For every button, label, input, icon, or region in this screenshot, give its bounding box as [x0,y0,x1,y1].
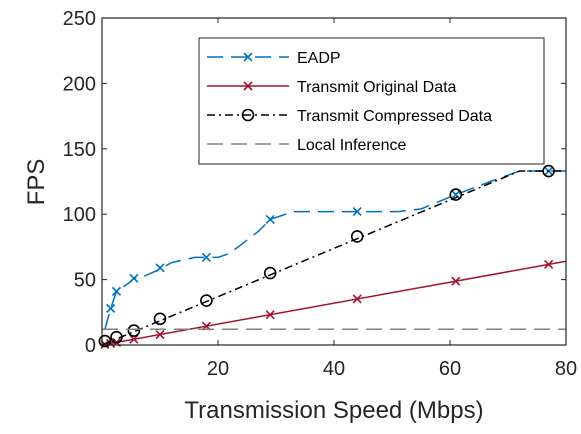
legend-item-eadp: EADP [207,50,341,67]
x-tick-label: 80 [555,358,577,380]
point-transmit-original-data [129,334,139,344]
series-transmit-original-data [100,259,567,350]
legend: EADP Transmit Original Data Transmit Compr… [198,37,545,165]
x-tick-label: 40 [323,358,345,380]
y-tick-label: 250 [63,8,96,30]
legend-label-transmit-original-data: Transmit Original Data [297,79,457,96]
point-transmit-original-data [265,310,275,320]
y-tick-label: 0 [85,335,96,357]
point-eadp [352,207,362,217]
legend-box [198,37,545,165]
point-transmit-original-data [155,329,165,340]
y-tick-label: 100 [63,204,96,226]
series-line-transmit-compressed-data [101,170,566,346]
point-eadp [265,214,275,224]
legend-label-local-inference: Local Inference [297,137,407,154]
point-eadp [106,303,116,313]
series-transmit-compressed-data [98,164,566,348]
legend-marker-transmit-compressed-data [241,108,255,122]
point-eadp [201,252,211,262]
y-tick-label: 150 [63,139,96,161]
point-transmit-compressed-data [153,312,167,326]
point-eadp [111,286,122,296]
x-tick-label: 20 [207,358,229,380]
point-transmit-compressed-data [263,266,277,280]
x-axis-label: Transmission Speed (Mbps) [184,397,483,424]
point-transmit-original-data [544,259,554,269]
legend-marker-transmit-original-data [243,81,253,91]
point-transmit-compressed-data [200,294,213,307]
point-transmit-compressed-data [350,230,364,243]
axis-ticks: 20 40 60 80 0 50 100 150 200 250 [63,8,578,380]
legend-label-transmit-compressed-data: Transmit Compressed Data [297,108,492,125]
legend-item-transmit-original-data: Transmit Original Data [207,79,457,96]
point-eadp [129,273,139,283]
point-transmit-compressed-data [98,334,112,348]
series-line-eadp [104,170,566,330]
y-axis-label: FPS [23,159,50,206]
y-tick-label: 200 [63,73,96,95]
point-transmit-original-data [451,276,461,286]
point-transmit-compressed-data [110,330,123,344]
point-eadp [155,263,165,273]
series-line-transmit-original-data [101,260,567,346]
x-tick-label: 60 [439,358,461,380]
point-transmit-compressed-data [542,164,555,178]
legend-marker-eadp [243,52,253,62]
y-tick-label: 50 [74,270,96,292]
legend-item-transmit-compressed-data: Transmit Compressed Data [207,108,492,125]
point-transmit-compressed-data [127,324,141,337]
point-transmit-compressed-data [449,188,463,201]
legend-label-eadp: EADP [297,50,341,67]
plot-lines [98,164,567,350]
legend-item-local-inference: Local Inference [207,137,407,154]
point-transmit-original-data [352,294,362,304]
